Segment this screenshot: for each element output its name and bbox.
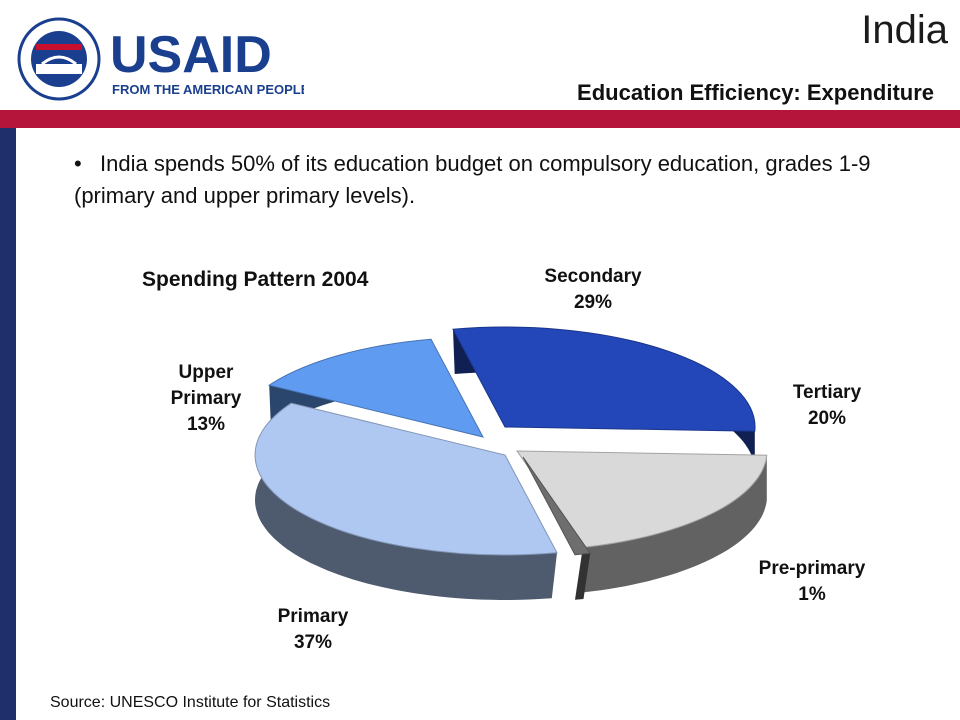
chart-title: Spending Pattern 2004 [142,268,369,291]
source-note: Source: UNESCO Institute for Statistics [50,694,331,711]
slice-name: Tertiary [792,382,862,403]
logo-wordmark: USAID [110,26,272,84]
pie-slice-secondary [452,326,756,432]
slice-name: Upper Primary [170,362,242,409]
pie-side-primary [255,405,557,600]
slice-value: 13% [186,414,226,435]
logo-tagline: FROM THE AMERICAN PEOPLE [112,82,304,97]
slice-label-primary: Primary 37% [278,604,349,656]
slice-name: Pre-primary [758,558,866,579]
slice-label-upper-primary: Upper Primary 13% [171,360,242,438]
slice-value: 20% [807,408,847,429]
slice-value: 37% [293,632,333,653]
slice-value: 29% [573,292,613,313]
pie-side-tertiary [584,455,767,593]
pie-side-pre-primary [575,553,591,600]
pie-slice-primary [254,402,558,556]
pie-slice-tertiary [516,450,768,548]
pie-slice-pre-primary [522,456,592,556]
left-accent-bar [0,114,16,720]
slice-name: Primary [277,606,349,627]
slice-label-pre-primary: Pre-primary 1% [759,556,866,608]
pie-slice-upper-primary [267,338,484,438]
bullet-text: India spends 50% of its education budget… [74,151,871,208]
header-rule [0,110,960,128]
usaid-seal-icon [17,17,101,101]
slice-label-tertiary: Tertiary 20% [793,380,861,432]
slice-label-secondary: Secondary 29% [544,264,641,316]
page-subtitle: Education Efficiency: Expenditure [577,80,934,105]
summary-bullet: • India spends 50% of its education budge… [74,148,944,212]
usaid-logo: USAID FROM THE AMERICAN PEOPLE [17,17,304,101]
page-country-title: India [861,8,948,52]
slice-name: Secondary [544,266,642,287]
slice-value: 1% [798,584,826,605]
bullet-mark: • [74,151,82,176]
